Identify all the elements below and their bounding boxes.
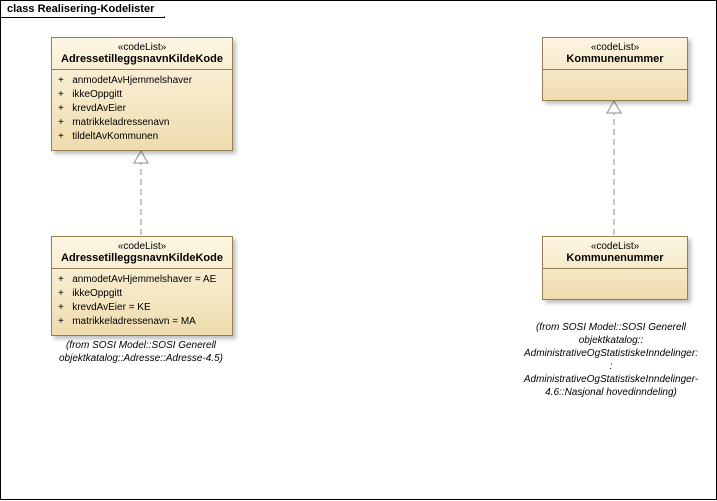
attribute: tildeltAvKommunen — [58, 130, 226, 144]
source-note-left: (from SOSI Model::SOSI Generellobjektkat… — [41, 339, 241, 365]
class-header: «codeList» AdressetilleggsnavnKildeKode — [52, 237, 232, 269]
diagram-frame: class Realisering-Kodelister «codeList» … — [0, 0, 717, 500]
class-header: «codeList» Kommunenummer — [543, 237, 687, 269]
note-line: AdministrativeOgStatistiskeInndelinger- — [506, 373, 716, 386]
class-name: Kommunenummer — [549, 252, 681, 264]
note-line: objektkatalog::Adresse::Adresse-4.5) — [41, 352, 241, 365]
class-header: «codeList» AdressetilleggsnavnKildeKode — [52, 38, 232, 70]
class-adressetilleggsnavnkildekode-top: «codeList» AdressetilleggsnavnKildeKode … — [51, 37, 233, 151]
attribute: matrikkeladressenavn = MA — [58, 315, 226, 329]
class-name: AdressetilleggsnavnKildeKode — [58, 53, 226, 65]
class-kommunenummer-top: «codeList» Kommunenummer — [542, 37, 688, 101]
note-line: (from SOSI Model::SOSI Generell — [41, 339, 241, 352]
class-attributes: anmodetAvHjemmelshaver = AEikkeOppgittkr… — [52, 269, 232, 333]
attribute: matrikkeladressenavn — [58, 116, 226, 130]
note-line: : — [506, 360, 716, 373]
stereotype: «codeList» — [549, 241, 681, 252]
source-note-right: (from SOSI Model::SOSI Generellobjektkat… — [506, 321, 716, 399]
stereotype: «codeList» — [549, 42, 681, 53]
class-adressetilleggsnavnkildekode-bottom: «codeList» AdressetilleggsnavnKildeKode … — [51, 236, 233, 336]
class-attributes: anmodetAvHjemmelshaverikkeOppgittkrevdAv… — [52, 70, 232, 148]
diagram-title: Realisering-Kodelister — [38, 3, 155, 15]
class-header: «codeList» Kommunenummer — [543, 38, 687, 70]
note-line: (from SOSI Model::SOSI Generell — [506, 321, 716, 334]
class-name: Kommunenummer — [549, 53, 681, 65]
stereotype: «codeList» — [58, 241, 226, 252]
attribute: anmodetAvHjemmelshaver = AE — [58, 273, 226, 287]
attribute: krevdAvEier — [58, 102, 226, 116]
class-attributes — [543, 70, 687, 100]
attribute: ikkeOppgitt — [58, 287, 226, 301]
diagram-keyword: class — [7, 3, 35, 15]
realization-arrowhead — [134, 151, 148, 163]
diagram-tab: class Realisering-Kodelister — [0, 0, 165, 18]
attribute: ikkeOppgitt — [58, 88, 226, 102]
stereotype: «codeList» — [58, 42, 226, 53]
note-line: AdministrativeOgStatistiskeInndelinger: — [506, 347, 716, 360]
attribute: krevdAvEier = KE — [58, 301, 226, 315]
class-name: AdressetilleggsnavnKildeKode — [58, 252, 226, 264]
attribute: anmodetAvHjemmelshaver — [58, 74, 226, 88]
class-kommunenummer-bottom: «codeList» Kommunenummer — [542, 236, 688, 300]
class-attributes — [543, 269, 687, 299]
note-line: 4.6::Nasjonal hovedinndeling) — [506, 386, 716, 399]
note-line: objektkatalog:: — [506, 334, 716, 347]
realization-arrowhead — [607, 101, 621, 113]
